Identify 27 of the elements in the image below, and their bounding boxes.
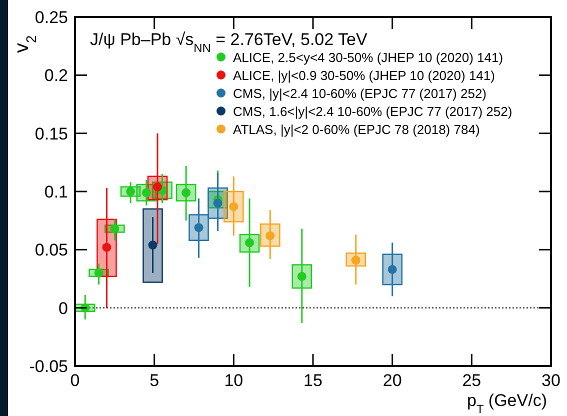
point <box>148 240 158 250</box>
legend-label: CMS, 1.6<|y|<2.4 10-60% (EPJC 77 (2017) 252) <box>233 104 512 119</box>
x-tick-label: 0 <box>70 371 80 390</box>
legend-label: ALICE, 2.5<y<4 30-50% (JHEP 10 (2020) 141) <box>233 50 504 65</box>
x-tick-label: 10 <box>224 371 244 390</box>
legend-label: CMS, |y|<2.4 10-60% (EPJC 77 (2017) 252) <box>233 86 487 101</box>
y-tick-label: -0.05 <box>29 357 68 376</box>
legend-label: ATLAS, |y|<2 0-60% (EPJC 78 (2018) 784) <box>233 122 480 137</box>
x-tick-label: 25 <box>462 371 482 390</box>
y-tick-label: 0.25 <box>34 8 68 27</box>
x-tick-label: 5 <box>150 371 160 390</box>
x-tick-label: 20 <box>382 371 402 390</box>
y-tick-label: 0.05 <box>34 240 68 260</box>
bar <box>142 208 163 283</box>
legend-label: ALICE, |y|<0.9 30-50% (JHEP 10 (2020) 141) <box>233 68 495 83</box>
point <box>102 242 112 252</box>
y-tick-label: 0 <box>58 298 68 318</box>
point <box>110 224 120 234</box>
point <box>94 268 104 278</box>
y-tick-label: 0.15 <box>34 124 68 144</box>
y-tick-label: 0.2 <box>44 66 68 86</box>
x-tick-label: 30 <box>542 371 560 390</box>
x-axis-title: p$_{T}$ (GeV/c) <box>466 391 547 416</box>
bar <box>382 254 403 286</box>
bar <box>223 190 244 222</box>
x-tick-label: 15 <box>304 371 322 390</box>
y-tick-label: 0.1 <box>44 182 68 202</box>
